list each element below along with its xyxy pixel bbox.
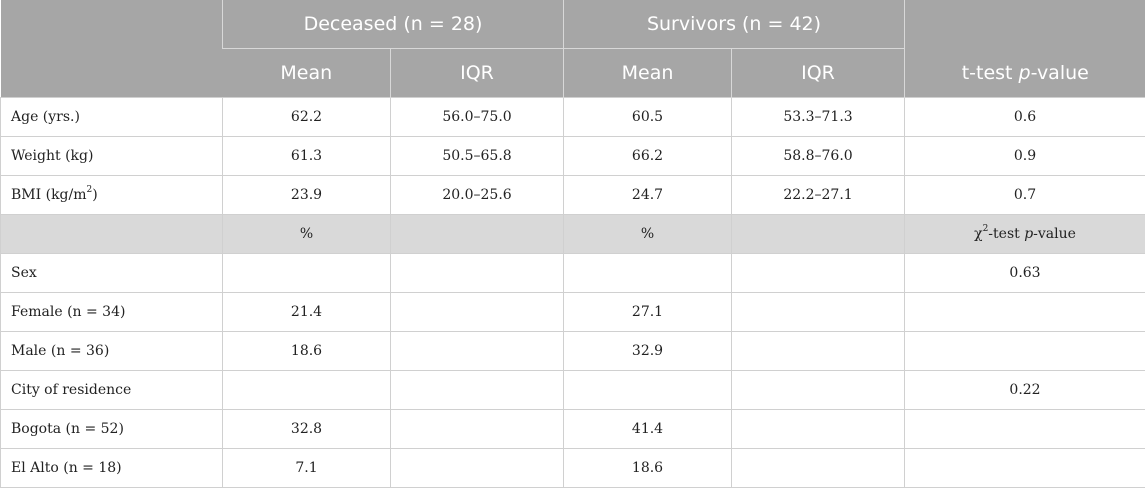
subheader-blank [732, 215, 905, 254]
bmi-label-suffix: ) [92, 187, 97, 203]
survivors-pct-cell [564, 254, 732, 293]
empty-cell [732, 449, 905, 488]
survivors-mean-cell: 66.2 [564, 137, 732, 176]
row-label: Bogota (n = 52) [1, 410, 223, 449]
empty-cell [732, 410, 905, 449]
row-label: Male (n = 36) [1, 332, 223, 371]
row-label: City of residence [1, 371, 223, 410]
table-row: City of residence 0.22 [1, 371, 1145, 410]
table-row: Sex 0.63 [1, 254, 1145, 293]
header-survivors-iqr: IQR [732, 49, 905, 98]
table-row: Bogota (n = 52) 32.8 41.4 [1, 410, 1145, 449]
empty-cell [391, 449, 564, 488]
ttest-value-suffix: -value [1031, 62, 1089, 84]
p-value-cell [905, 293, 1145, 332]
deceased-iqr-cell: 56.0–75.0 [391, 98, 564, 137]
survivors-iqr-cell: 22.2–27.1 [732, 176, 905, 215]
survivors-iqr-cell: 53.3–71.3 [732, 98, 905, 137]
deceased-iqr-cell: 50.5–65.8 [391, 137, 564, 176]
deceased-pct-cell [223, 254, 391, 293]
row-label: Age (yrs.) [1, 98, 223, 137]
row-label: Weight (kg) [1, 137, 223, 176]
p-value-cell: 0.6 [905, 98, 1145, 137]
chi-p-letter: p [1024, 226, 1033, 242]
deceased-pct-cell [223, 371, 391, 410]
chi-sup: 2 [983, 224, 989, 234]
survivors-iqr-cell: 58.8–76.0 [732, 137, 905, 176]
survivors-pct-cell: 27.1 [564, 293, 732, 332]
subheader-blank [391, 215, 564, 254]
empty-cell [391, 371, 564, 410]
survivors-pct-cell [564, 371, 732, 410]
table-row: BMI (kg/m2) 23.9 20.0–25.6 24.7 22.2–27.… [1, 176, 1145, 215]
subheader-deceased-pct: % [223, 215, 391, 254]
header-deceased-mean: Mean [223, 49, 391, 98]
deceased-pct-cell: 21.4 [223, 293, 391, 332]
table-body: Age (yrs.) 62.2 56.0–75.0 60.5 53.3–71.3… [1, 98, 1145, 488]
p-value-cell [905, 410, 1145, 449]
empty-cell [732, 254, 905, 293]
header-survivors-mean: Mean [564, 49, 732, 98]
table-row: El Alto (n = 18) 7.1 18.6 [1, 449, 1145, 488]
deceased-mean-cell: 23.9 [223, 176, 391, 215]
p-value-cell [905, 449, 1145, 488]
survivors-mean-cell: 24.7 [564, 176, 732, 215]
deceased-pct-cell: 7.1 [223, 449, 391, 488]
header-ttest-pvalue: t-test p-value [905, 49, 1145, 98]
survivors-pct-cell: 32.9 [564, 332, 732, 371]
row-label: Sex [1, 254, 223, 293]
p-value-cell: 0.63 [905, 254, 1145, 293]
deceased-pct-cell: 18.6 [223, 332, 391, 371]
p-value-cell [905, 332, 1145, 371]
table-row: Female (n = 34) 21.4 27.1 [1, 293, 1145, 332]
empty-cell [732, 293, 905, 332]
empty-cell [391, 332, 564, 371]
header-deceased-iqr: IQR [391, 49, 564, 98]
survivors-pct-cell: 41.4 [564, 410, 732, 449]
ttest-prefix: t-test [962, 62, 1019, 84]
p-value-cell: 0.22 [905, 371, 1145, 410]
header-deceased-group: Deceased (n = 28) [223, 0, 564, 49]
subheader-chi-pvalue: χ2-test p-value [905, 215, 1145, 254]
row-label: BMI (kg/m2) [1, 176, 223, 215]
chi-value-suffix: -value [1033, 226, 1076, 242]
table-row: Male (n = 36) 18.6 32.9 [1, 332, 1145, 371]
p-value-cell: 0.9 [905, 137, 1145, 176]
table-row: Age (yrs.) 62.2 56.0–75.0 60.5 53.3–71.3… [1, 98, 1145, 137]
empty-cell [391, 254, 564, 293]
subheader-survivors-pct: % [564, 215, 732, 254]
header-row-groups: Deceased (n = 28) Survivors (n = 42) [1, 0, 1145, 49]
empty-cell [732, 332, 905, 371]
subheader-blank [1, 215, 223, 254]
deceased-pct-cell: 32.8 [223, 410, 391, 449]
table-header: Deceased (n = 28) Survivors (n = 42) Mea… [1, 0, 1145, 98]
chi-symbol: χ [974, 226, 982, 242]
bmi-label-sup: 2 [87, 185, 93, 195]
deceased-mean-cell: 62.2 [223, 98, 391, 137]
p-value-cell: 0.7 [905, 176, 1145, 215]
survivors-mean-cell: 60.5 [564, 98, 732, 137]
row-label: El Alto (n = 18) [1, 449, 223, 488]
bmi-label-prefix: BMI (kg/m [11, 187, 87, 203]
header-blank-cell [1, 0, 223, 98]
subheader-row: % % χ2-test p-value [1, 215, 1145, 254]
header-blank-top-right [905, 0, 1145, 49]
empty-cell [391, 293, 564, 332]
row-label: Female (n = 34) [1, 293, 223, 332]
empty-cell [391, 410, 564, 449]
deceased-mean-cell: 61.3 [223, 137, 391, 176]
table-row: Weight (kg) 61.3 50.5–65.8 66.2 58.8–76.… [1, 137, 1145, 176]
empty-cell [732, 371, 905, 410]
header-survivors-group: Survivors (n = 42) [564, 0, 905, 49]
chi-mid: -test [988, 226, 1024, 242]
deceased-iqr-cell: 20.0–25.6 [391, 176, 564, 215]
ttest-p-letter: p [1019, 62, 1031, 84]
survivors-pct-cell: 18.6 [564, 449, 732, 488]
